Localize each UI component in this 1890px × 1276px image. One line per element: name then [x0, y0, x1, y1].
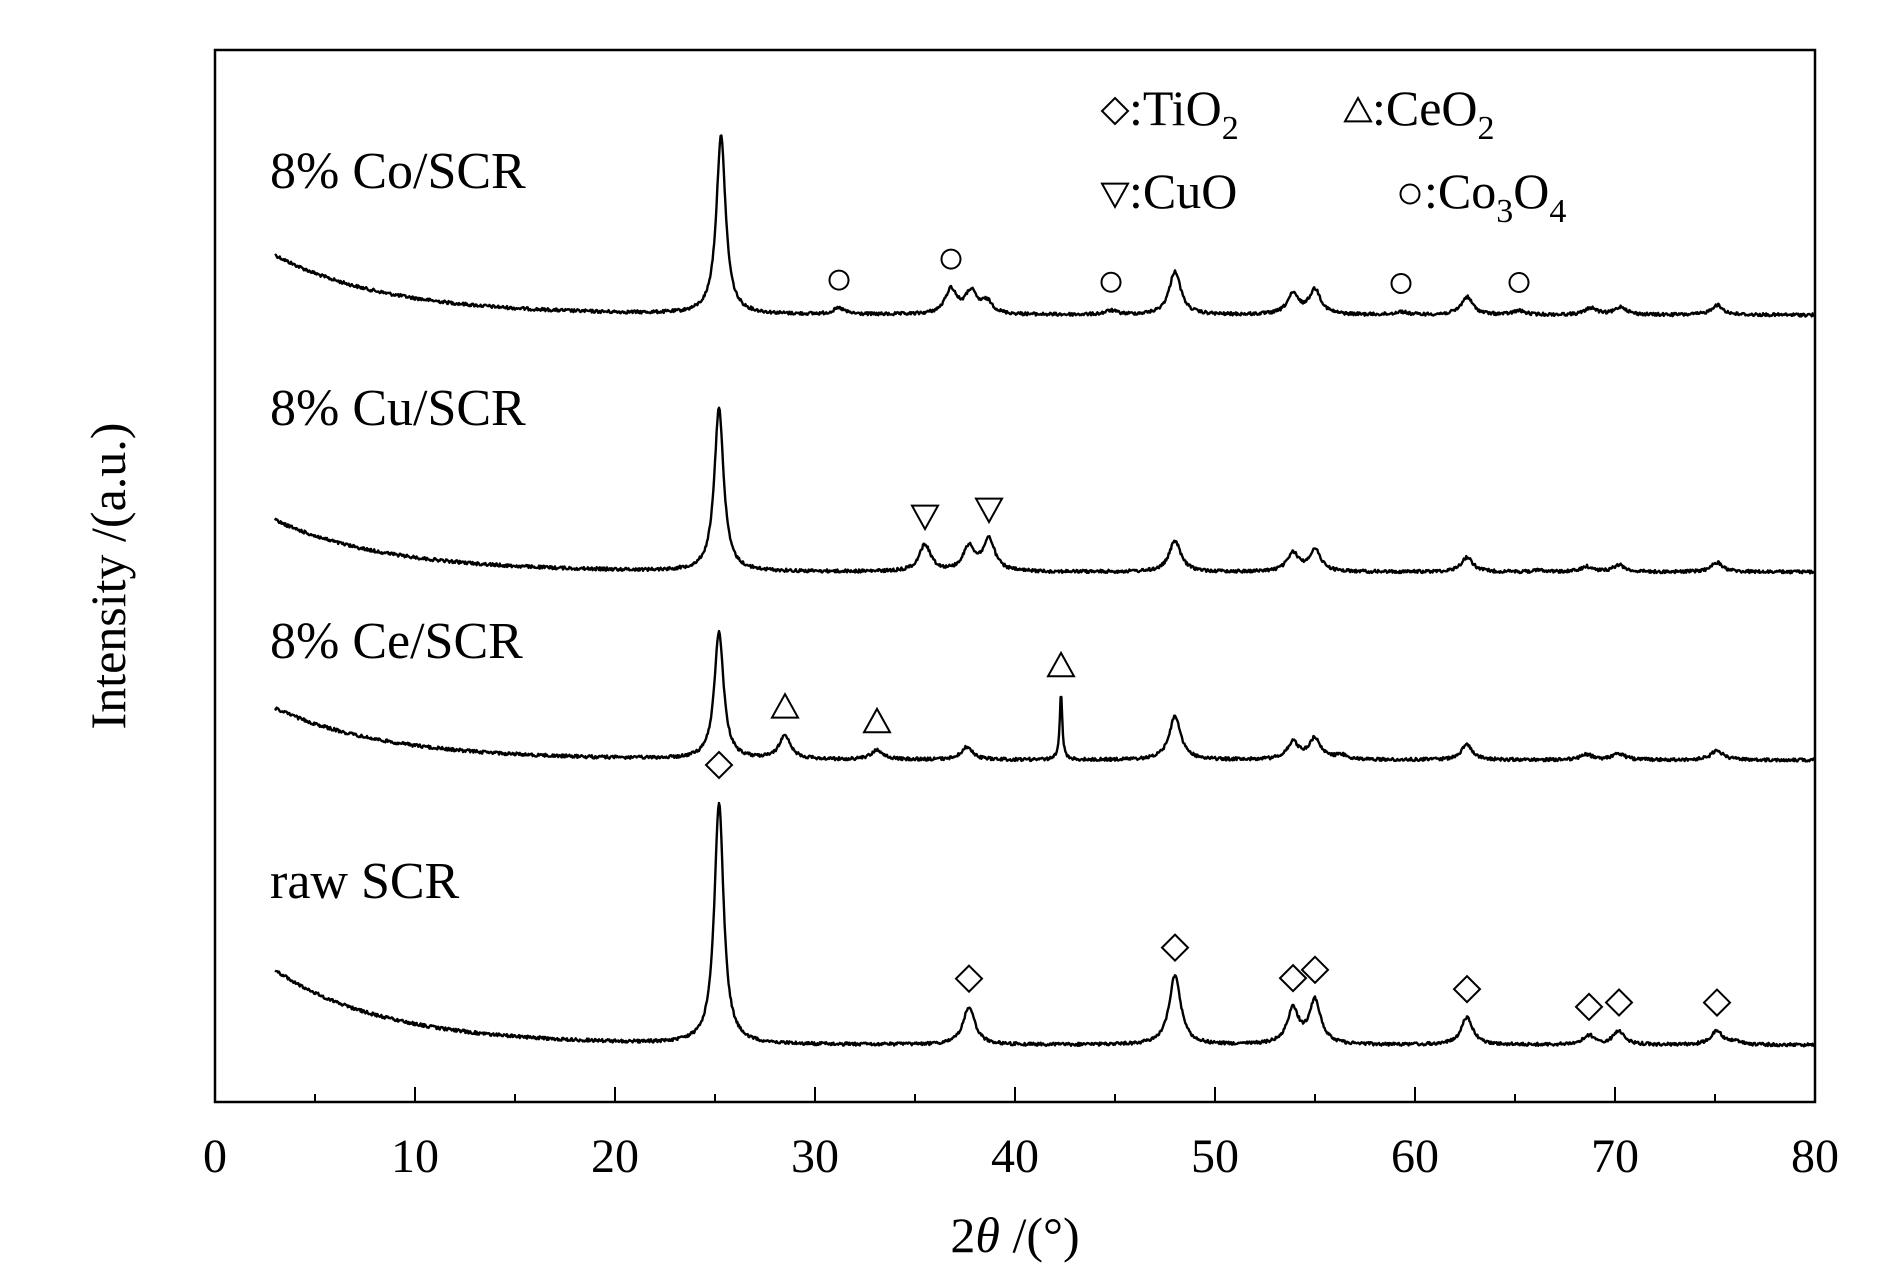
diamond-marker: [954, 964, 984, 994]
triangle-down-marker: [974, 497, 1004, 525]
plot-frame: [213, 48, 1817, 1104]
diamond-marker: [704, 750, 734, 780]
y-axis-label: Intensity /(a.u.): [80, 423, 136, 730]
circle-marker: [1390, 272, 1412, 294]
circle-marker: [940, 248, 962, 270]
diamond-marker: [1278, 963, 1308, 993]
x-tick-label: 50: [1191, 1130, 1239, 1183]
xrd-trace: [273, 629, 1815, 763]
triangle-up-marker: [862, 706, 892, 734]
legend: :TiO2 :CeO2 :CuO :Co3O4: [1100, 80, 1566, 230]
series-0: 8% Co/SCR: [270, 134, 1816, 318]
xrd-trace: [274, 134, 1816, 318]
series-label: raw SCR: [270, 853, 460, 910]
triangle-up-marker: [1046, 650, 1076, 678]
x-axis-label: 2θ /(°): [950, 1207, 1079, 1263]
x-tick-label: 80: [1791, 1130, 1839, 1183]
legend-label: :TiO2: [1129, 80, 1239, 147]
legend-entry: :CuO: [1100, 163, 1237, 219]
series-2: 8% Ce/SCR: [270, 613, 1815, 763]
diamond-marker: [1100, 96, 1130, 126]
diamond-marker: [1160, 933, 1190, 963]
xrd-trace: [274, 801, 1815, 1048]
x-tick-label: 20: [591, 1130, 639, 1183]
x-tick-label: 70: [1591, 1130, 1639, 1183]
legend-label: :CeO2: [1372, 80, 1495, 147]
x-tick-label: 40: [991, 1130, 1039, 1183]
x-tick-label: 10: [391, 1130, 439, 1183]
triangle-down-marker: [910, 504, 940, 532]
xrd-trace: [273, 406, 1815, 575]
legend-entry: :TiO2: [1100, 80, 1239, 147]
circle-marker: [828, 269, 850, 291]
triangle-up-marker: [1343, 95, 1373, 123]
series-3: raw SCR: [270, 801, 1815, 1048]
series-layer: 8% Co/SCR 8% Cu/SCR 8% Ce/SCR raw SCR: [270, 134, 1816, 1048]
circle-marker: [1508, 272, 1530, 294]
legend-label: :Co3O4: [1424, 163, 1566, 230]
legend-entry: :CeO2: [1343, 80, 1495, 147]
series-1: 8% Cu/SCR: [270, 380, 1815, 575]
diamond-marker: [1300, 955, 1330, 985]
x-axis-ticks: [214, 1087, 1816, 1102]
x-tick-label: 0: [203, 1130, 227, 1183]
triangle-up-marker: [770, 692, 800, 719]
diamond-marker: [1452, 974, 1482, 1004]
x-tick-label: 60: [1391, 1130, 1439, 1183]
triangle-down-marker: [1100, 182, 1130, 210]
diamond-marker: [1702, 988, 1732, 1017]
phase-markers: [704, 248, 1732, 1022]
x-axis-tick-labels: 0 10 20 30 40 50 60 70 80: [203, 1130, 1839, 1183]
legend-label: :CuO: [1129, 163, 1237, 219]
x-tick-label: 30: [791, 1130, 839, 1183]
circle-marker: [1399, 183, 1421, 205]
circle-marker: [1100, 271, 1122, 293]
series-label: 8% Cu/SCR: [270, 380, 526, 437]
diamond-marker: [1574, 992, 1604, 1022]
diamond-marker: [1604, 988, 1634, 1017]
series-label: 8% Co/SCR: [270, 143, 526, 200]
legend-entry: :Co3O4: [1399, 163, 1566, 230]
series-label: 8% Ce/SCR: [270, 613, 523, 670]
